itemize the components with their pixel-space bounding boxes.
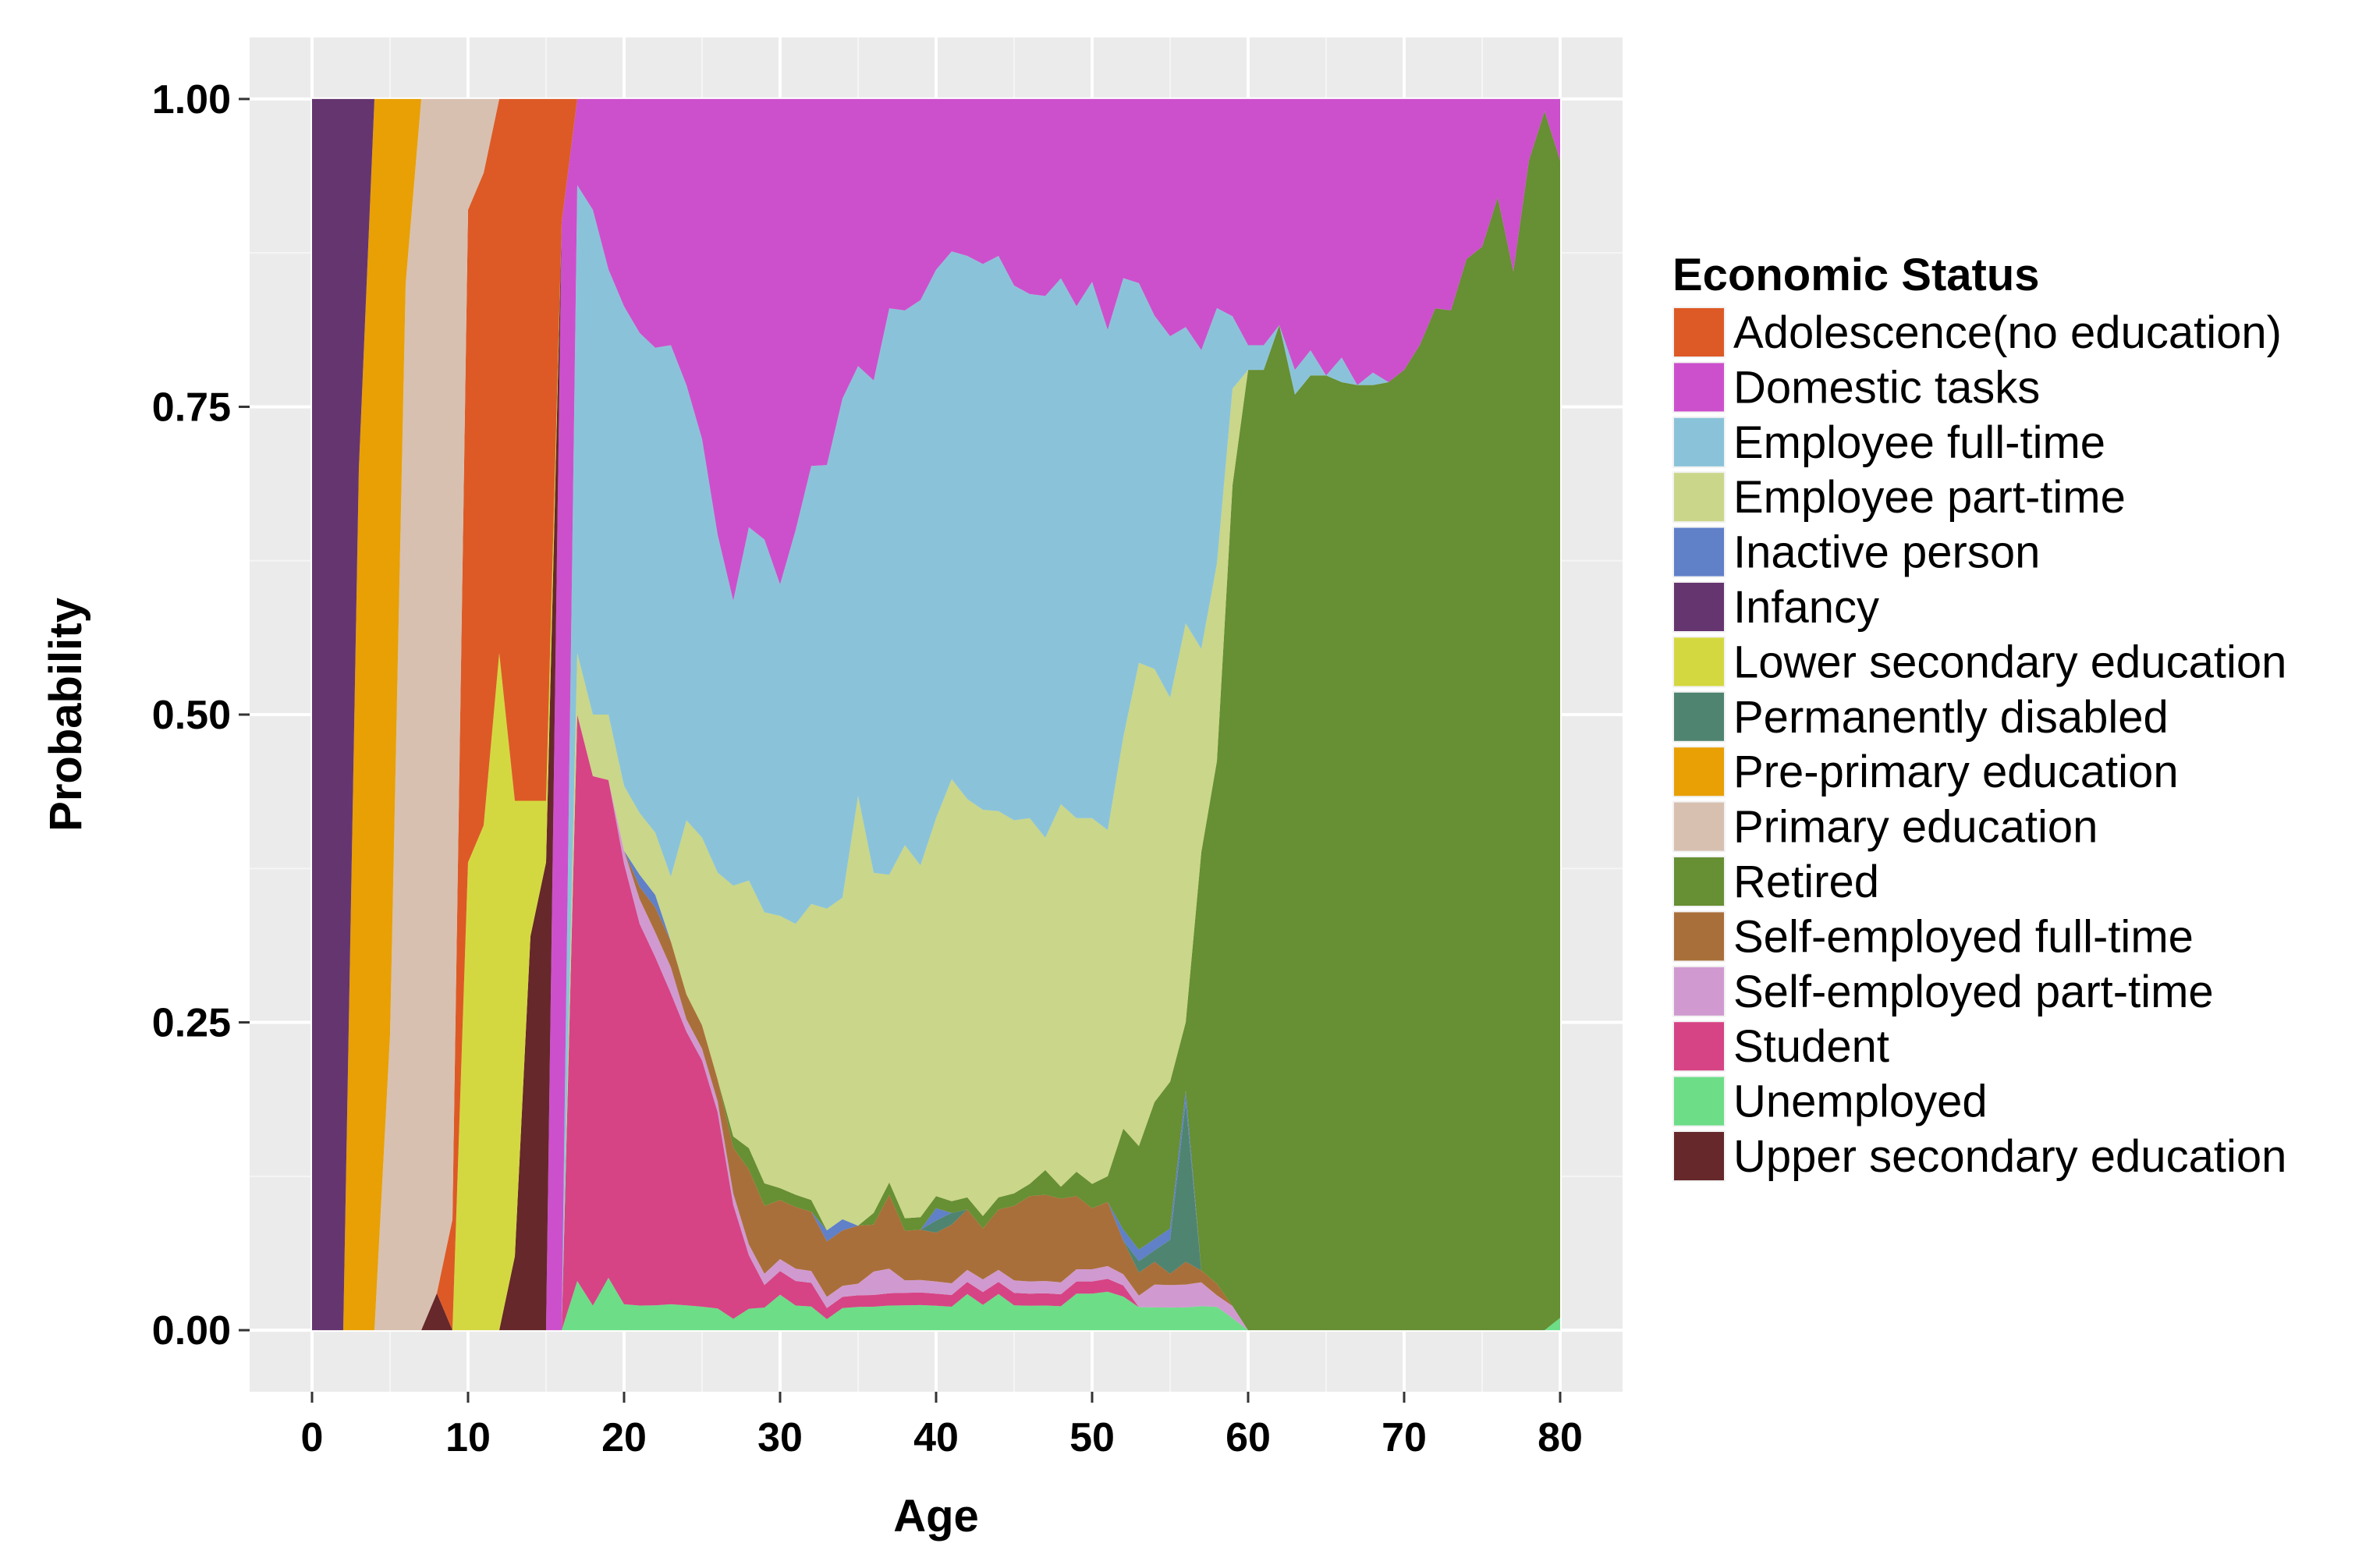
legend-swatch-primary-education bbox=[1674, 802, 1724, 851]
legend-swatch-employee-full-time bbox=[1674, 417, 1724, 467]
legend-label-primary-education: Primary education bbox=[1733, 802, 2098, 853]
legend-label-retired: Retired bbox=[1733, 857, 1879, 907]
x-tick-label: 20 bbox=[601, 1415, 647, 1460]
y-tick-label: 0.00 bbox=[152, 1308, 231, 1354]
legend-swatch-adolescence-no-education bbox=[1674, 308, 1724, 357]
x-tick-label: 70 bbox=[1382, 1415, 1427, 1460]
legend-swatch-domestic-tasks bbox=[1674, 363, 1724, 412]
legend-title: Economic Status bbox=[1672, 250, 2040, 300]
legend-label-domestic-tasks: Domestic tasks bbox=[1733, 362, 2040, 413]
legend-label-student: Student bbox=[1733, 1021, 1889, 1072]
legend-label-upper-secondary-education: Upper secondary education bbox=[1733, 1131, 2286, 1182]
legend-label-pre-primary-education: Pre-primary education bbox=[1733, 747, 2179, 797]
area-domestic-tasks bbox=[312, 98, 1560, 1331]
legend: Economic Status Adolescence(no education… bbox=[1672, 250, 2286, 1182]
legend-label-self-employed-full-time: Self-employed full-time bbox=[1733, 911, 2194, 962]
legend-swatch-employee-part-time bbox=[1674, 473, 1724, 522]
legend-label-permanently-disabled: Permanently disabled bbox=[1733, 692, 2169, 743]
y-axis-title: Probability bbox=[41, 598, 91, 832]
x-tick-label: 40 bbox=[913, 1415, 959, 1460]
area-series-layer bbox=[312, 98, 1560, 1331]
legend-swatch-permanently-disabled bbox=[1674, 692, 1724, 741]
legend-swatch-inactive-person bbox=[1674, 527, 1724, 577]
legend-swatch-student bbox=[1674, 1022, 1724, 1071]
legend-swatch-upper-secondary-education bbox=[1674, 1132, 1724, 1180]
legend-label-employee-full-time: Employee full-time bbox=[1733, 417, 2105, 468]
y-tick-label: 0.25 bbox=[152, 1001, 231, 1046]
legend-label-inactive-person: Inactive person bbox=[1733, 527, 2040, 578]
legend-label-unemployed: Unemployed bbox=[1733, 1077, 1988, 1127]
x-axis: 0 10 20 30 40 50 60 70 80 bbox=[301, 1392, 1583, 1460]
legend-swatch-self-employed-part-time bbox=[1674, 967, 1724, 1016]
legend-label-self-employed-part-time: Self-employed part-time bbox=[1733, 967, 2214, 1017]
legend-label-lower-secondary-education: Lower secondary education bbox=[1733, 637, 2286, 687]
y-tick-label: 0.75 bbox=[152, 385, 231, 430]
legend-label-infancy: Infancy bbox=[1733, 582, 1879, 633]
legend-items: Adolescence(no education)Domestic tasksE… bbox=[1672, 307, 2286, 1182]
y-tick-label: 1.00 bbox=[152, 77, 231, 122]
area-primary-education bbox=[312, 98, 1560, 1331]
x-tick-label: 80 bbox=[1538, 1415, 1583, 1460]
x-axis-title: Age bbox=[893, 1491, 979, 1542]
area-student bbox=[312, 715, 1560, 1331]
x-tick-label: 0 bbox=[301, 1415, 324, 1460]
legend-label-adolescence-no-education: Adolescence(no education) bbox=[1733, 307, 2282, 358]
area-employee-part-time bbox=[312, 111, 1560, 1331]
area-employee-full-time bbox=[312, 111, 1560, 1331]
legend-swatch-retired bbox=[1674, 857, 1724, 906]
legend-swatch-lower-secondary-education bbox=[1674, 637, 1724, 687]
area-unemployed bbox=[312, 1277, 1560, 1331]
x-tick-label: 10 bbox=[445, 1415, 491, 1460]
legend-swatch-self-employed-full-time bbox=[1674, 912, 1724, 961]
legend-swatch-pre-primary-education bbox=[1674, 747, 1724, 797]
y-tick-label: 0.50 bbox=[152, 693, 231, 738]
x-tick-label: 50 bbox=[1069, 1415, 1115, 1460]
x-tick-label: 30 bbox=[757, 1415, 803, 1460]
area-retired bbox=[312, 111, 1560, 1331]
legend-swatch-infancy bbox=[1674, 583, 1724, 631]
legend-swatch-unemployed bbox=[1674, 1077, 1724, 1126]
legend-label-employee-part-time: Employee part-time bbox=[1733, 472, 2126, 523]
y-axis: 0.00 0.25 0.50 0.75 1.00 bbox=[152, 77, 250, 1354]
x-tick-label: 60 bbox=[1225, 1415, 1271, 1460]
